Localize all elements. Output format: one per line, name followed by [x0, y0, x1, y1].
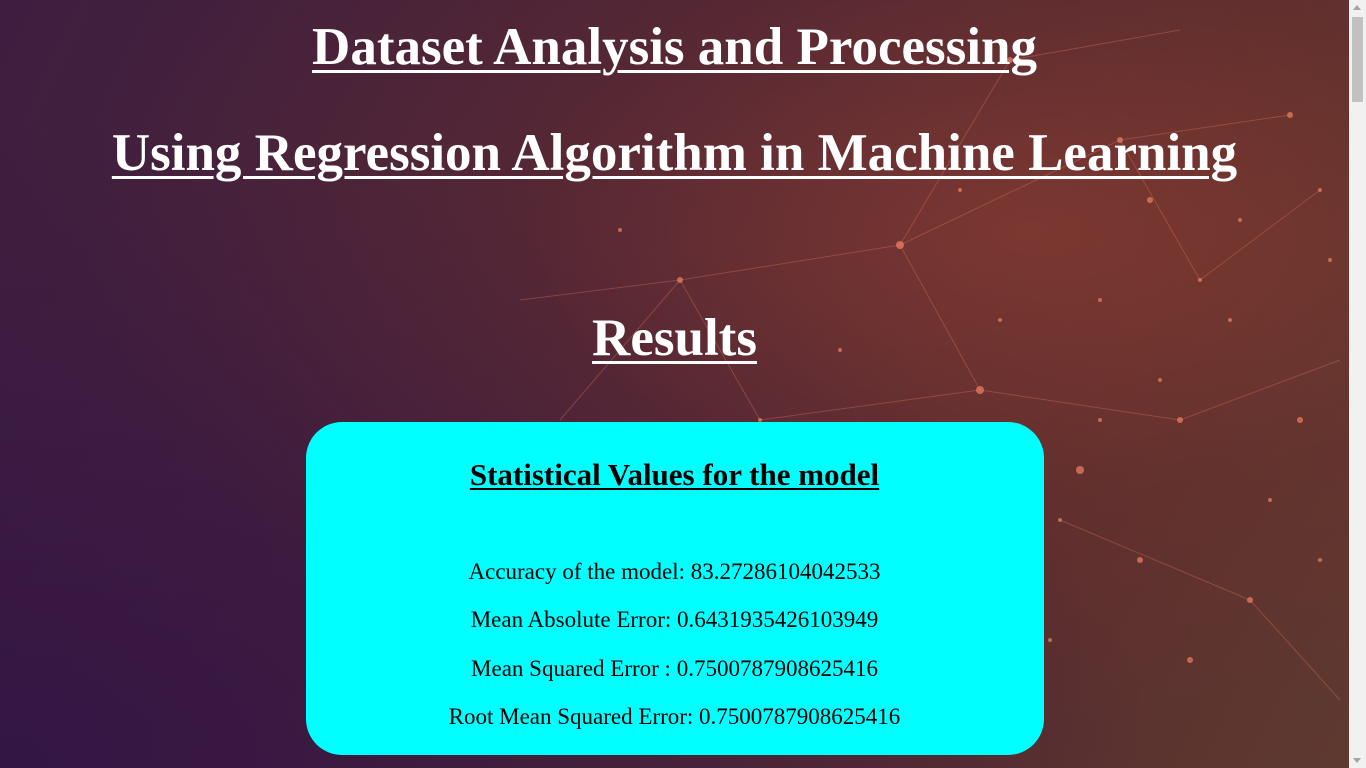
stat-accuracy: Accuracy of the model: 83.27286104042533 [468, 559, 881, 584]
stat-root-mean-squared-error: Root Mean Squared Error: 0.7500787908625… [448, 704, 901, 729]
statistics-card [306, 422, 1044, 755]
results-heading: Results [592, 309, 757, 367]
stat-mean-squared-error: Mean Squared Error : 0.7500787908625416 [471, 656, 878, 681]
page-title-line-2: Using Regression Algorithm in Machine Le… [111, 124, 1238, 182]
scrollbar-thumb[interactable] [1352, 17, 1363, 102]
vertical-scrollbar[interactable] [1349, 0, 1366, 768]
stat-mean-absolute-error: Mean Absolute Error: 0.6431935426103949 [470, 607, 879, 632]
page-title-line-1: Dataset Analysis and Processing [312, 18, 1037, 76]
scroll-down-arrow-icon[interactable] [1353, 758, 1361, 763]
scroll-up-arrow-icon[interactable] [1353, 5, 1361, 10]
statistics-card-title: Statistical Values for the model [469, 457, 880, 492]
